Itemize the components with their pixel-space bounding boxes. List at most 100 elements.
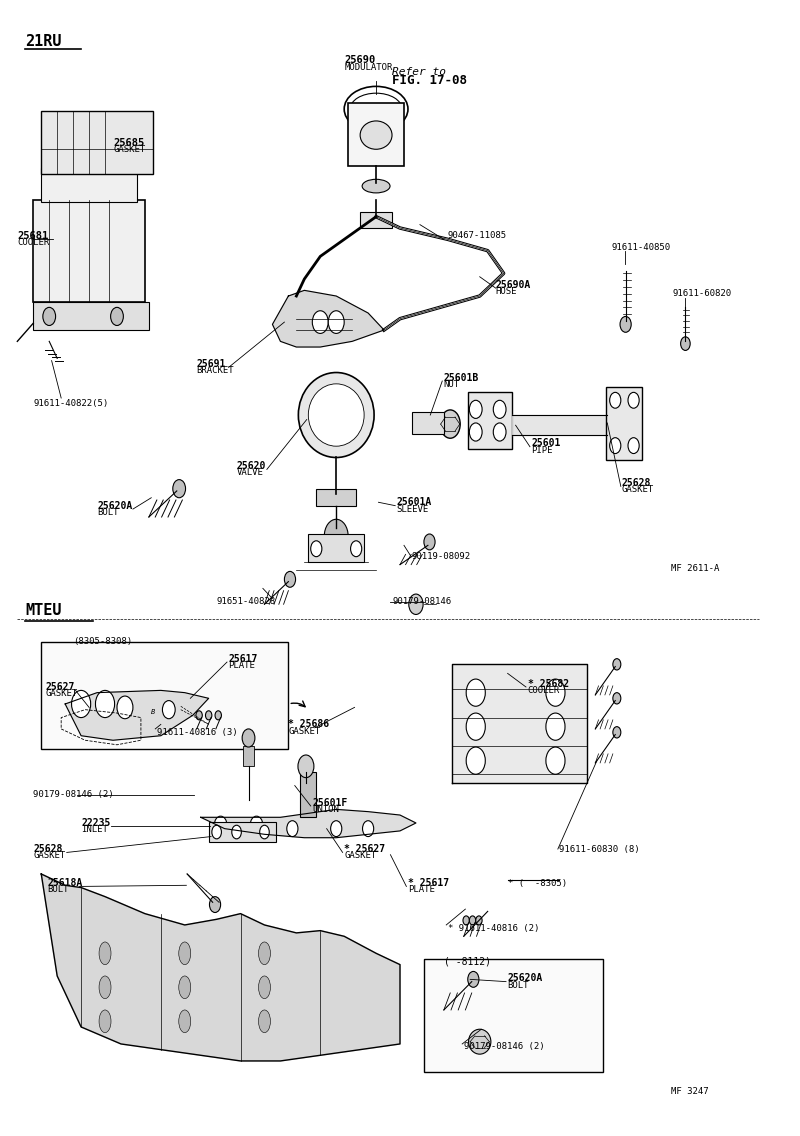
- Circle shape: [409, 594, 423, 615]
- Circle shape: [610, 392, 621, 408]
- Bar: [308, 534, 364, 562]
- Circle shape: [546, 747, 565, 775]
- Circle shape: [196, 711, 202, 720]
- Text: 25601B: 25601B: [444, 373, 479, 383]
- Text: (8305-8308): (8305-8308): [73, 637, 132, 646]
- Bar: [606, 386, 642, 460]
- Circle shape: [260, 825, 270, 838]
- Ellipse shape: [258, 976, 270, 999]
- Bar: [34, 302, 149, 331]
- Circle shape: [110, 308, 123, 326]
- Ellipse shape: [258, 1010, 270, 1033]
- Ellipse shape: [258, 942, 270, 964]
- Polygon shape: [65, 691, 209, 741]
- Ellipse shape: [99, 942, 111, 964]
- Text: * 91611-40816 (2): * 91611-40816 (2): [448, 924, 539, 933]
- Text: 91651-40828: 91651-40828: [217, 598, 276, 607]
- Ellipse shape: [350, 93, 402, 125]
- Text: PLATE: PLATE: [229, 661, 255, 670]
- Circle shape: [214, 816, 227, 834]
- Circle shape: [330, 820, 342, 836]
- Text: PIPE: PIPE: [531, 445, 553, 454]
- Bar: [360, 212, 392, 228]
- Bar: [34, 200, 145, 302]
- Bar: [468, 392, 512, 449]
- Text: 25617: 25617: [229, 653, 258, 663]
- Text: 25685: 25685: [113, 139, 144, 148]
- Circle shape: [95, 691, 114, 718]
- Polygon shape: [42, 874, 400, 1061]
- Circle shape: [71, 691, 90, 718]
- Polygon shape: [452, 665, 587, 784]
- Text: 25601: 25601: [531, 438, 561, 449]
- Circle shape: [162, 701, 175, 719]
- Text: 90179-08146 (2): 90179-08146 (2): [464, 1042, 545, 1051]
- Text: 22235: 22235: [81, 818, 110, 828]
- Text: MF 2611-A: MF 2611-A: [671, 563, 719, 573]
- Text: 25620A: 25620A: [508, 974, 543, 984]
- Circle shape: [286, 820, 298, 836]
- Text: 25628: 25628: [34, 844, 62, 854]
- Text: 90179-08146 (2): 90179-08146 (2): [34, 791, 114, 799]
- Circle shape: [242, 729, 255, 747]
- Circle shape: [466, 713, 486, 741]
- Polygon shape: [201, 809, 416, 837]
- Text: B: B: [150, 709, 155, 715]
- Text: 25691: 25691: [197, 359, 226, 369]
- Text: FIG. 17-08: FIG. 17-08: [392, 74, 467, 87]
- Circle shape: [285, 571, 295, 587]
- Text: 25690: 25690: [344, 56, 375, 65]
- Ellipse shape: [308, 384, 364, 446]
- Circle shape: [628, 392, 639, 408]
- Circle shape: [210, 896, 221, 912]
- Text: 91611-40850: 91611-40850: [611, 243, 670, 252]
- Text: * (  -8305): * ( -8305): [508, 878, 566, 887]
- Text: BRACKET: BRACKET: [197, 366, 234, 375]
- Circle shape: [328, 311, 344, 334]
- Text: PLATE: PLATE: [408, 885, 435, 894]
- Circle shape: [494, 423, 506, 441]
- Text: 25618A: 25618A: [48, 878, 83, 888]
- Text: 25620: 25620: [237, 461, 266, 471]
- Text: GASKET: GASKET: [344, 851, 377, 860]
- Circle shape: [117, 696, 133, 719]
- Bar: [412, 411, 444, 434]
- Circle shape: [466, 679, 486, 707]
- Circle shape: [546, 679, 565, 707]
- Text: MODULATOR: MODULATOR: [344, 62, 393, 72]
- Bar: [42, 168, 137, 202]
- Text: 25690A: 25690A: [496, 279, 531, 290]
- Circle shape: [470, 400, 482, 418]
- Circle shape: [546, 713, 565, 741]
- Bar: [243, 746, 254, 767]
- Circle shape: [494, 400, 506, 418]
- Ellipse shape: [344, 86, 408, 132]
- Circle shape: [206, 711, 212, 720]
- Circle shape: [620, 317, 631, 333]
- Circle shape: [250, 816, 263, 834]
- Circle shape: [298, 755, 314, 778]
- Ellipse shape: [298, 373, 374, 458]
- Text: UNION: UNION: [312, 805, 339, 813]
- Bar: [316, 488, 356, 506]
- Bar: [209, 821, 277, 842]
- Text: SLEEVE: SLEEVE: [396, 504, 428, 513]
- Text: GASKET: GASKET: [622, 485, 654, 494]
- Circle shape: [424, 534, 435, 550]
- Text: ( -8112): ( -8112): [444, 957, 491, 967]
- Text: 90467-11085: 90467-11085: [448, 232, 507, 241]
- Circle shape: [43, 308, 55, 326]
- Text: * 25682: * 25682: [527, 678, 569, 688]
- Text: * 25627: * 25627: [344, 844, 386, 854]
- Bar: [348, 103, 404, 166]
- Text: 25620A: 25620A: [97, 501, 132, 511]
- Circle shape: [613, 659, 621, 670]
- Text: 91611-40816 (3): 91611-40816 (3): [157, 728, 238, 737]
- Circle shape: [681, 336, 690, 350]
- Ellipse shape: [99, 1010, 111, 1033]
- Text: INLET: INLET: [81, 825, 108, 834]
- Circle shape: [610, 437, 621, 453]
- Text: 25601A: 25601A: [396, 498, 431, 508]
- Ellipse shape: [360, 120, 392, 149]
- Text: 25627: 25627: [46, 682, 74, 692]
